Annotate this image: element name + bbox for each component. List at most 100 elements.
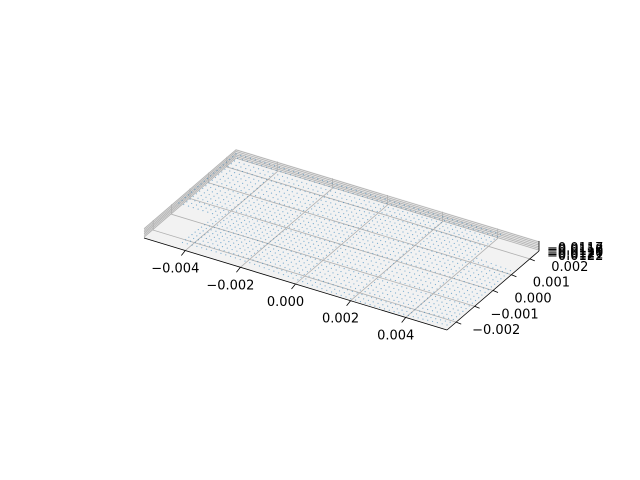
scatter-point (470, 298, 472, 300)
scatter-point (346, 265, 348, 267)
scatter-point (274, 222, 276, 224)
axis-panes (144, 149, 539, 330)
scatter-point (449, 276, 451, 278)
scatter-point (371, 198, 373, 200)
scatter-point (468, 270, 470, 272)
scatter-point (469, 251, 471, 254)
scatter-point (434, 295, 437, 298)
scatter-point (323, 208, 326, 210)
scatter-point (456, 230, 458, 232)
scatter-point (449, 321, 451, 323)
scatter-point (457, 262, 459, 264)
scatter-point (236, 250, 238, 252)
scatter-point (373, 269, 376, 271)
scatter-point (477, 230, 479, 232)
scatter-point (434, 217, 436, 219)
scatter-point (425, 280, 427, 283)
scatter-point (219, 190, 221, 192)
scatter-point (234, 216, 236, 218)
scatter-point (243, 209, 246, 211)
scatter-point (226, 247, 228, 249)
scatter-point (257, 261, 259, 263)
scatter-point (373, 245, 375, 247)
scatter-point (281, 258, 283, 260)
scatter-point (415, 253, 417, 255)
scatter-point (456, 251, 459, 253)
scatter-point (498, 273, 500, 275)
scatter-point (362, 262, 364, 264)
scatter-point (381, 244, 383, 246)
scatter-point (370, 216, 372, 218)
scatter-point (327, 226, 329, 228)
scatter-point (328, 209, 330, 211)
scatter-point (420, 267, 422, 269)
scatter-point (489, 270, 491, 272)
scatter-point (446, 324, 448, 326)
scatter-point (352, 192, 354, 195)
scatter-point (255, 226, 257, 228)
scatter-point (336, 207, 338, 209)
scatter-point (362, 207, 364, 209)
scatter-point (465, 273, 467, 275)
scatter-point (352, 215, 354, 217)
scatter-point (357, 260, 360, 262)
scatter-point (317, 190, 319, 192)
scatter-point (304, 224, 306, 226)
y-tick-mark (492, 290, 499, 293)
scatter-point (396, 236, 398, 238)
scatter-point (450, 234, 452, 237)
scatter-point (372, 252, 374, 255)
scatter-point (455, 226, 457, 228)
scatter-point (303, 220, 305, 222)
scatter-point (230, 174, 232, 177)
scatter-point (243, 187, 245, 189)
scatter-point (475, 226, 478, 228)
scatter-point (298, 239, 300, 241)
scatter-point (297, 279, 299, 281)
scatter-point (455, 316, 458, 318)
scatter-point (352, 226, 354, 228)
scatter-point (386, 269, 388, 271)
x-tick-mark (401, 317, 406, 323)
scatter-point (322, 225, 324, 227)
scatter-point (317, 244, 319, 247)
scatter-point (298, 219, 300, 221)
scatter-point (232, 222, 235, 225)
scatter-point (368, 201, 370, 203)
scatter-point (232, 202, 234, 204)
scatter-point (447, 317, 450, 319)
scatter-point (375, 227, 377, 230)
scatter-point (482, 231, 484, 233)
scatter-point (271, 204, 273, 206)
scatter-point (330, 224, 332, 226)
scatter-point (186, 201, 188, 203)
scatter-point (225, 243, 227, 245)
scatter-point (458, 302, 461, 304)
scatter-point (229, 193, 231, 195)
scatter-point (431, 239, 433, 241)
scatter-point (444, 274, 446, 276)
scatter-point (269, 240, 271, 242)
scatter-point (444, 320, 446, 322)
scatter-point (405, 239, 407, 241)
scatter-point (244, 260, 246, 262)
scatter-point (477, 262, 480, 264)
scatter-point (367, 219, 369, 221)
scatter-point (324, 285, 326, 287)
scatter-point (222, 187, 225, 189)
scatter-point (298, 208, 300, 210)
scatter-point (285, 259, 288, 262)
scatter-point (369, 268, 371, 270)
scatter-point (440, 253, 443, 255)
scatter-point (418, 250, 420, 252)
x-tick-label: 0.000 (267, 295, 304, 310)
scatter-point (349, 262, 352, 264)
scatter-point (410, 230, 412, 232)
scatter-point (272, 196, 274, 199)
scatter-point (338, 188, 340, 190)
scatter-point (306, 238, 308, 240)
scatter-point (357, 216, 359, 218)
scatter-point (476, 246, 478, 248)
scatter-point (252, 248, 254, 250)
scatter-point (318, 279, 320, 281)
